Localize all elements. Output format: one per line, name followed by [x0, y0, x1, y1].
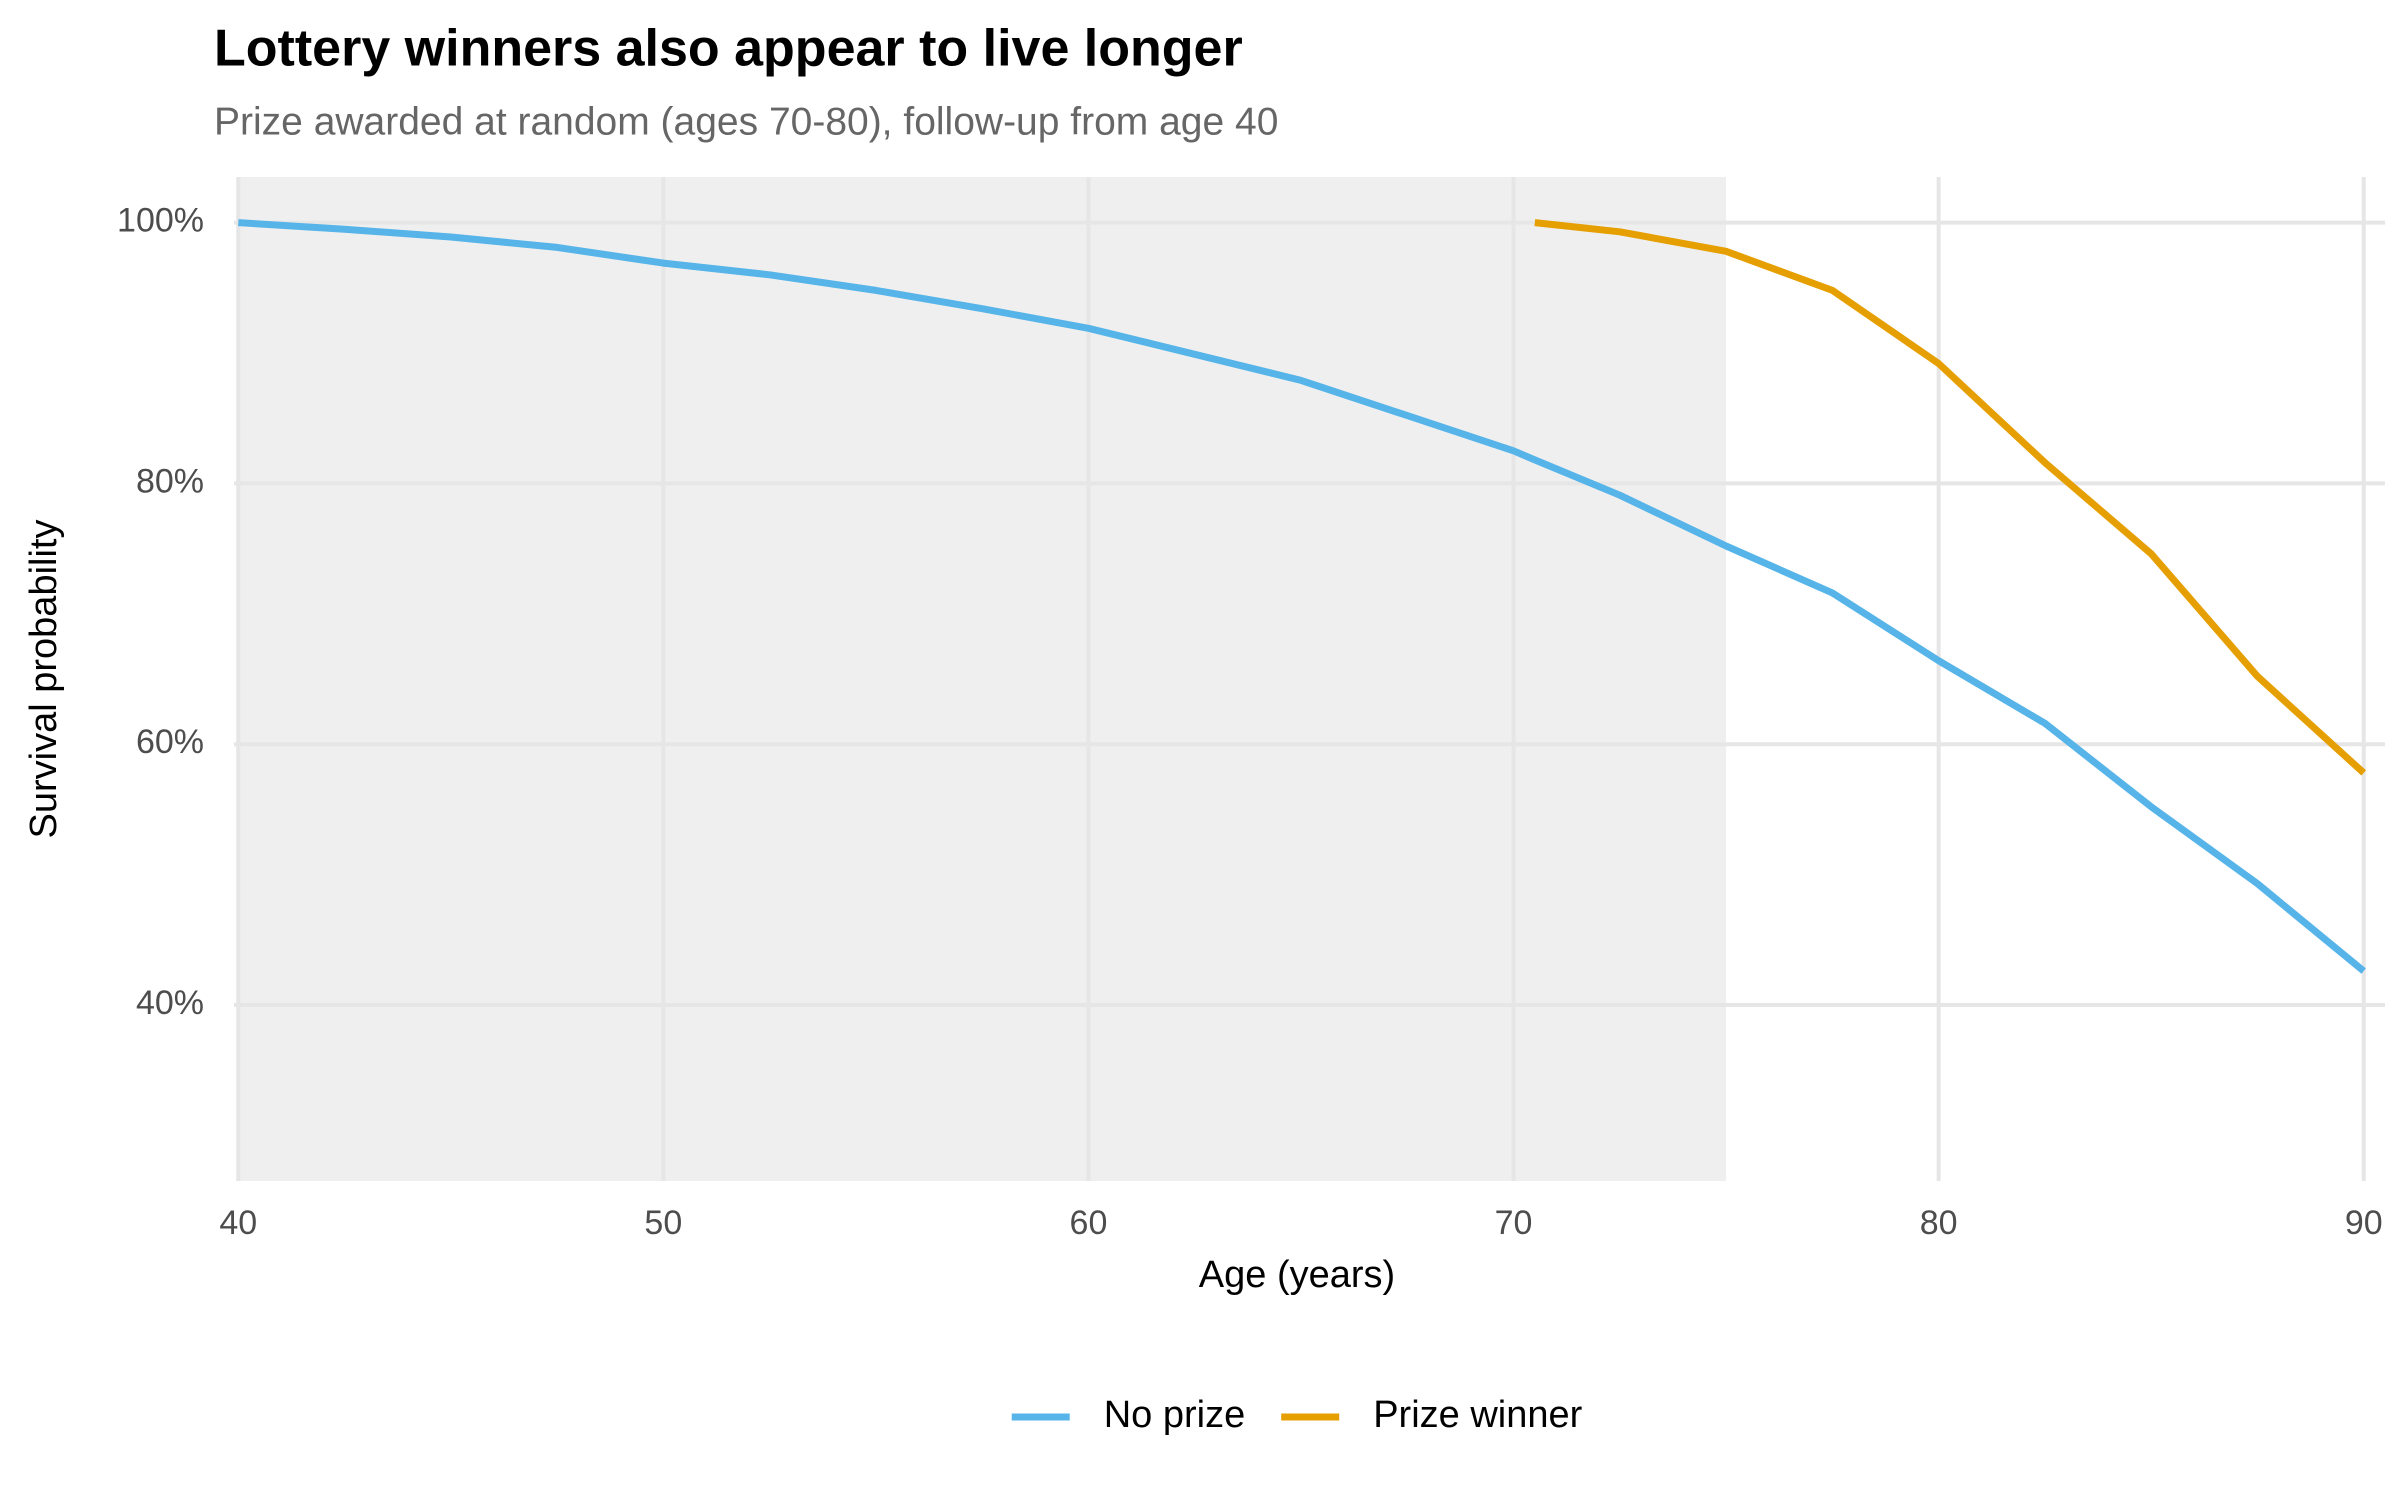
- legend-label: No prize: [1104, 1394, 1246, 1436]
- y-tick-label: 100%: [117, 202, 204, 240]
- x-axis-title: Age (years): [1199, 1254, 1395, 1296]
- y-tick-label: 80%: [136, 462, 204, 500]
- x-tick-label: 70: [1495, 1204, 1533, 1242]
- chart-subtitle: Prize awarded at random (ages 70-80), fo…: [214, 100, 1278, 143]
- series-line: [238, 219, 2366, 974]
- x-tick-label: 40: [219, 1204, 257, 1242]
- y-tick-label: 60%: [136, 723, 204, 761]
- y-axis-title: Survival probability: [23, 520, 65, 839]
- series-line: [1534, 219, 2367, 776]
- x-tick-label: 50: [644, 1204, 682, 1242]
- chart-title: Lottery winners also appear to live long…: [214, 20, 1243, 78]
- x-tick-label: 80: [1920, 1204, 1958, 1242]
- x-tick-label: 60: [1070, 1204, 1108, 1242]
- legend-label: Prize winner: [1373, 1394, 1582, 1436]
- y-tick-label: 40%: [136, 984, 204, 1022]
- shaded-region: [238, 177, 1727, 1181]
- x-tick-label: 90: [2345, 1204, 2383, 1242]
